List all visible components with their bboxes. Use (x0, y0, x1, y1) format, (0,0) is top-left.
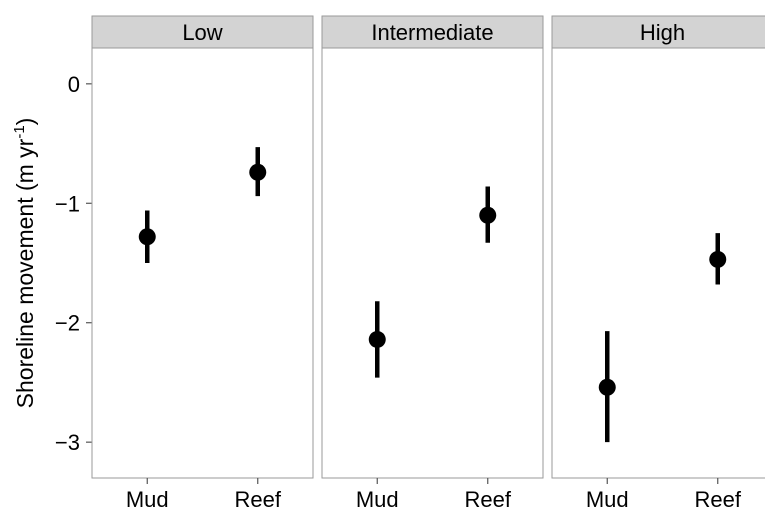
y-tick-label: −1 (55, 191, 80, 216)
panel-strip (91, 15, 314, 49)
x-tick-label: Reef (465, 487, 512, 508)
y-axis-label-close: ) (12, 118, 38, 126)
panel-frame (551, 47, 765, 479)
data-point (368, 330, 386, 348)
data-point (249, 163, 267, 181)
x-tick-label: Mud (586, 487, 629, 508)
x-tick-label: Reef (235, 487, 282, 508)
x-tick-label: Mud (356, 487, 399, 508)
y-tick-label: 0 (68, 72, 80, 97)
panel-title: Intermediate (371, 20, 493, 45)
y-axis-label: Shoreline movement (m yr-1) (11, 118, 38, 409)
data-point (479, 206, 497, 224)
y-tick-label: −2 (55, 311, 80, 336)
y-axis-label-superscript: -1 (11, 125, 28, 138)
panels: Low Mud Reef Intermediate Mud Reef High Mud Reef (91, 15, 765, 508)
data-point (709, 250, 727, 268)
x-tick-label: Mud (126, 487, 169, 508)
y-axis: 0 −1 −2 −3 (55, 72, 92, 455)
y-axis-title: Shoreline movement (m yr-1) (11, 118, 38, 409)
panel-high: High Mud Reef (551, 15, 765, 508)
x-tick-label: Reef (695, 487, 742, 508)
y-axis-label-main: Shoreline movement (m yr (12, 138, 38, 408)
data-point (598, 378, 616, 396)
panel-title: High (640, 20, 685, 45)
panel-intermediate: Intermediate Mud Reef (321, 15, 544, 508)
panel-low: Low Mud Reef (91, 15, 314, 508)
data-point (138, 228, 156, 246)
y-tick-label: −3 (55, 430, 80, 455)
panel-title: Low (182, 20, 222, 45)
panel-frame (91, 47, 314, 479)
panel-frame (321, 47, 544, 479)
